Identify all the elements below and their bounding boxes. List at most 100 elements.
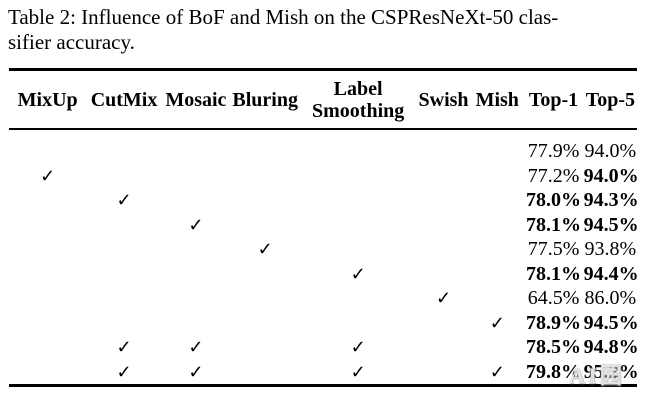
empty-cell-mish	[471, 335, 523, 360]
table-body: 77.9% 94.0% ✓ 77.2% 94.0% ✓ 78.0% 94.3% ✓ 78.1% 94…	[9, 129, 639, 386]
column-header-mosaic-line: Mosaic	[165, 88, 227, 111]
table-row: ✓ 78.0% 94.3%	[9, 188, 639, 213]
column-header-top-5-line: Top-5	[585, 88, 635, 111]
checkmark-label-smoothing: ✓	[350, 361, 366, 382]
checkmark-mosaic: ✓	[188, 214, 204, 235]
column-header-cutmix-line: CutMix	[90, 88, 158, 111]
checkmark-mosaic: ✓	[188, 361, 204, 382]
table-row: 77.9% 94.0%	[9, 129, 637, 164]
empty-cell-mish	[471, 237, 523, 262]
empty-cell-mosaic	[162, 286, 230, 311]
checkmark-mixup: ✓	[40, 165, 56, 186]
empty-cell-bluring	[230, 360, 300, 386]
top-5-value: 93.8%	[584, 238, 637, 260]
column-header-label-smoothing-line: Smoothing	[312, 99, 405, 122]
top-1-value: 78.1%	[526, 213, 582, 236]
empty-cell-mixup	[9, 213, 86, 238]
empty-cell-label-smoothing	[300, 129, 416, 164]
top-1-value: 64.5%	[527, 287, 580, 309]
checkmark-label-smoothing: ✓	[350, 337, 366, 357]
checkmark-mosaic: ✓	[188, 337, 204, 357]
top-5-value: 94.3%	[583, 189, 639, 211]
empty-cell-label-smoothing	[300, 164, 416, 189]
table-row: ✓ 77.5% 93.8%	[9, 237, 637, 262]
empty-cell-mosaic	[162, 237, 230, 262]
empty-cell-mixup	[9, 237, 86, 262]
empty-cell-swish	[416, 311, 471, 336]
column-header-label-smoothing: Label Smoothing	[300, 69, 416, 130]
empty-cell-mish	[471, 262, 523, 287]
top-5-value: 94.8%	[583, 336, 639, 358]
top-5-value: 94.0%	[584, 140, 637, 162]
table-row: ✓ ✓ ✓ 78.5% 94.8%	[9, 335, 639, 360]
checkmark-mish: ✓	[489, 361, 505, 382]
top-1-value: 78.9%	[526, 311, 582, 334]
empty-cell-mixup	[9, 129, 86, 164]
column-header-cutmix: CutMix	[86, 69, 162, 130]
table-header: MixUp CutMix Mosaic Bluring Label Smoothing Sw…	[9, 69, 637, 130]
table-row: ✓ 78.1% 94.4%	[9, 262, 639, 287]
empty-cell-label-smoothing	[300, 213, 416, 238]
column-header-mosaic: Mosaic	[161, 69, 231, 130]
empty-cell-swish	[416, 164, 471, 189]
empty-cell-swish	[416, 262, 471, 287]
table-caption-line2: sifier accuracy.	[8, 30, 135, 54]
empty-cell-bluring	[230, 286, 300, 311]
empty-cell-mosaic	[162, 129, 230, 164]
checkmark-cutmix: ✓	[116, 190, 132, 210]
empty-cell-mixup	[9, 286, 86, 311]
column-header-mish-line: Mish	[475, 88, 519, 111]
top-1-value: 77.2%	[527, 164, 580, 187]
empty-cell-mixup	[9, 360, 86, 386]
column-header-top-1: Top-1	[523, 69, 584, 130]
empty-cell-mixup	[9, 335, 86, 360]
empty-cell-mish	[471, 188, 523, 213]
bof-mish-results-table: MixUp CutMix Mosaic Bluring Label Smoothing Sw…	[9, 68, 639, 387]
empty-cell-cutmix	[86, 286, 161, 311]
checkmark-label-smoothing: ✓	[350, 263, 366, 284]
top-5-value: 94.5%	[583, 311, 639, 334]
top-1-value: 78.0%	[526, 189, 582, 211]
empty-cell-label-smoothing	[300, 237, 416, 262]
table-row: ✓ 78.1% 94.5%	[9, 213, 639, 238]
top-5-value: 94.0%	[583, 164, 639, 187]
empty-cell-bluring	[230, 335, 300, 360]
top-1-value: 77.9%	[527, 140, 580, 162]
empty-cell-mish	[471, 213, 523, 238]
empty-cell-mixup	[9, 311, 86, 336]
top-1-value: 79.8%	[526, 360, 582, 383]
empty-cell-bluring	[230, 129, 300, 164]
table-row: ✓ ✓ ✓ ✓ 79.8% 95.2%	[9, 360, 638, 386]
table-caption: Table 2: Influence of BoF and Mish on th…	[8, 5, 640, 55]
empty-cell-cutmix	[86, 262, 161, 287]
empty-cell-swish	[416, 360, 471, 386]
empty-cell-mixup	[9, 188, 86, 213]
empty-cell-swish	[416, 129, 471, 164]
empty-cell-bluring	[230, 213, 300, 238]
empty-cell-label-smoothing	[300, 286, 416, 311]
empty-cell-mish	[471, 129, 523, 164]
empty-cell-cutmix	[86, 311, 161, 336]
empty-cell-mish	[471, 164, 523, 189]
checkmark-mish: ✓	[489, 312, 505, 333]
table-row: ✓ 77.2% 94.0%	[9, 164, 639, 189]
empty-cell-cutmix	[86, 129, 161, 164]
top-5-value: 94.5%	[583, 213, 639, 236]
empty-cell-bluring	[230, 188, 300, 213]
empty-cell-swish	[416, 237, 471, 262]
empty-cell-bluring	[230, 311, 300, 336]
column-header-bluring-line: Bluring	[232, 88, 298, 111]
empty-cell-cutmix	[86, 213, 161, 238]
empty-cell-swish	[416, 213, 471, 238]
checkmark-cutmix: ✓	[116, 361, 132, 382]
top-1-value: 78.5%	[526, 336, 582, 358]
top-1-value: 77.5%	[527, 238, 580, 260]
empty-cell-mosaic	[162, 164, 230, 189]
empty-cell-mixup	[9, 262, 86, 287]
empty-cell-mosaic	[162, 262, 230, 287]
empty-cell-label-smoothing	[300, 188, 416, 213]
empty-cell-swish	[416, 335, 471, 360]
column-header-swish-line: Swish	[418, 88, 469, 111]
empty-cell-bluring	[230, 262, 300, 287]
column-header-swish: Swish	[415, 69, 472, 130]
